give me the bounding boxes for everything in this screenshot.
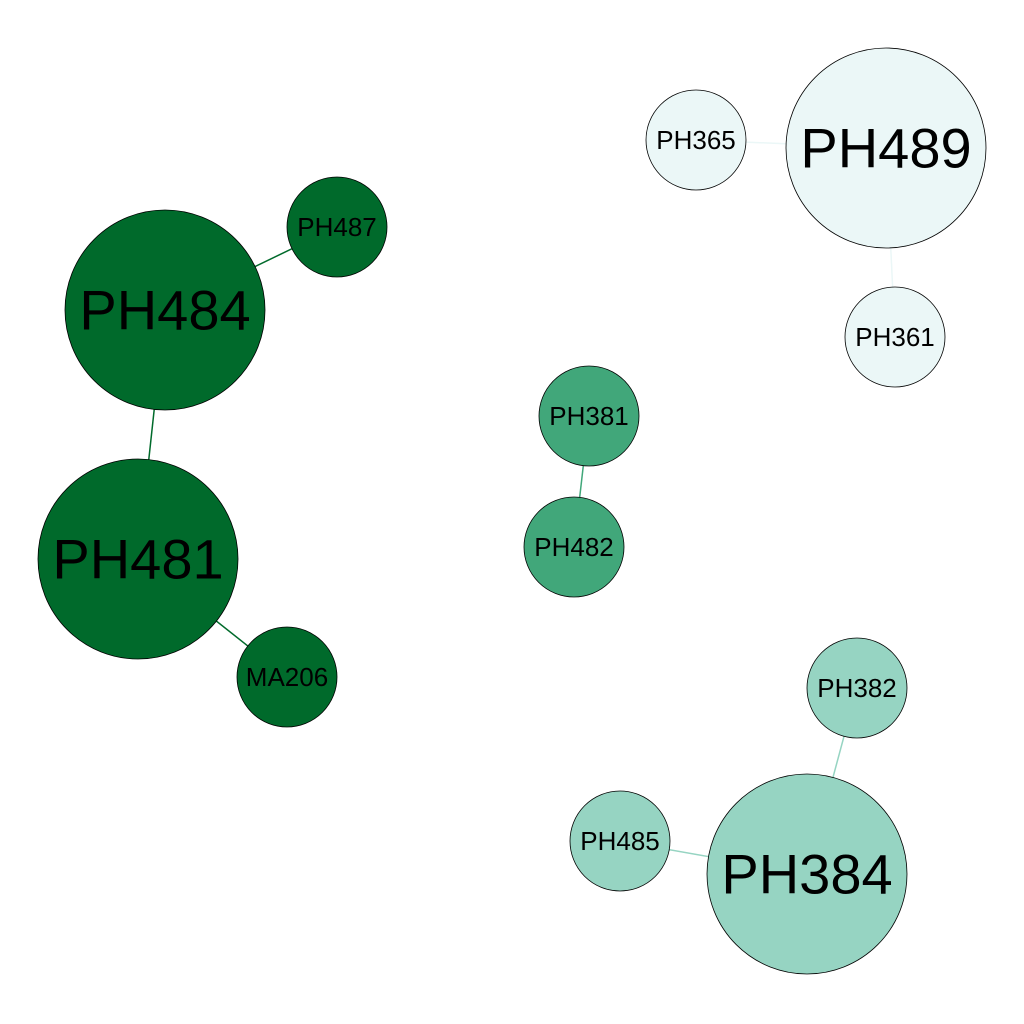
node-label: PH482	[534, 532, 614, 562]
node-circle	[523, 496, 625, 598]
edges-layer	[137, 139, 896, 875]
node-ph361[interactable]: PH361	[844, 286, 946, 388]
node-circle	[286, 176, 388, 278]
node-circle	[645, 89, 747, 191]
node-label: PH481	[52, 528, 223, 591]
node-circle	[844, 286, 946, 388]
node-label: PH487	[297, 212, 377, 242]
node-ph484[interactable]: PH484	[64, 209, 266, 411]
node-circle	[706, 773, 908, 975]
node-circle	[538, 365, 640, 467]
nodes-layer: PH484 PH487 PH481 MA206 PH381 PH482 PH382 PH485…	[37, 47, 987, 975]
node-circle	[569, 790, 671, 892]
node-ma206[interactable]: MA206	[236, 626, 338, 728]
node-ph482[interactable]: PH482	[523, 496, 625, 598]
node-label: PH485	[580, 826, 660, 856]
node-ph485[interactable]: PH485	[569, 790, 671, 892]
node-ph481[interactable]: PH481	[37, 458, 239, 660]
node-label: MA206	[246, 662, 328, 692]
node-ph384[interactable]: PH384	[706, 773, 908, 975]
node-label: PH361	[855, 322, 935, 352]
node-label: PH484	[79, 279, 250, 342]
node-ph381[interactable]: PH381	[538, 365, 640, 467]
node-circle	[785, 47, 987, 249]
node-label: PH381	[549, 401, 629, 431]
node-ph365[interactable]: PH365	[645, 89, 747, 191]
node-label: PH489	[800, 117, 971, 180]
node-label: PH365	[656, 125, 736, 155]
node-ph489[interactable]: PH489	[785, 47, 987, 249]
node-circle	[37, 458, 239, 660]
node-label: PH382	[817, 673, 897, 703]
node-ph382[interactable]: PH382	[806, 637, 908, 739]
node-circle	[236, 626, 338, 728]
node-ph487[interactable]: PH487	[286, 176, 388, 278]
node-circle	[806, 637, 908, 739]
node-label: PH384	[721, 843, 892, 906]
node-circle	[64, 209, 266, 411]
